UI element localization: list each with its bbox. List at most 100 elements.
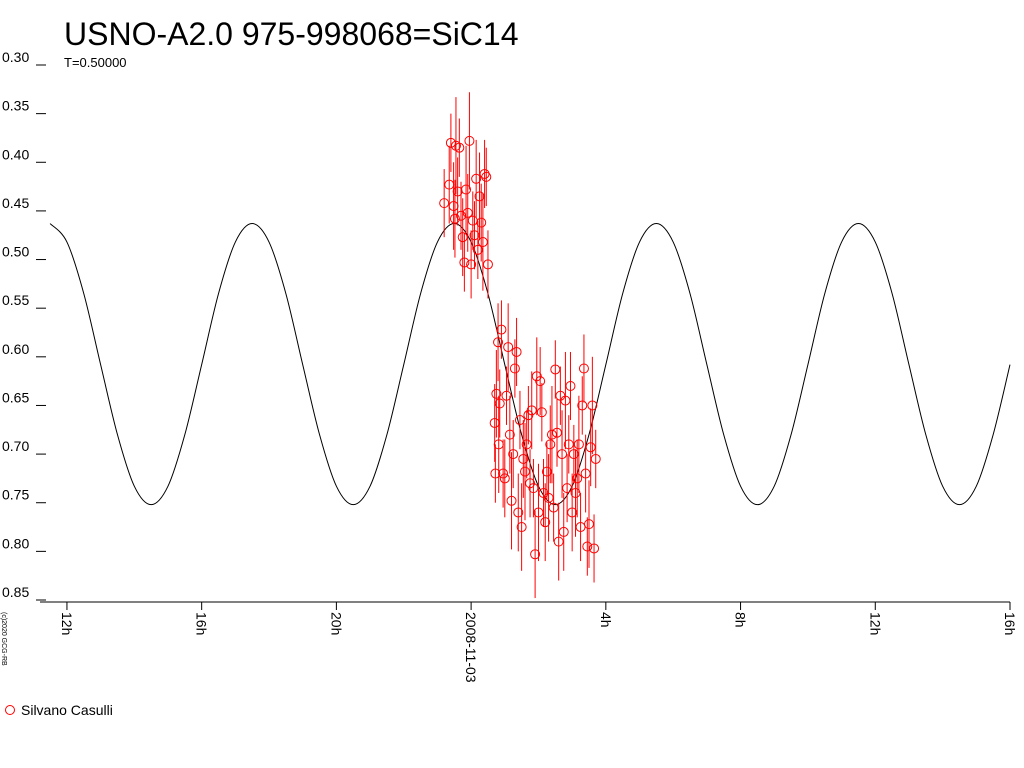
data-point [570,488,581,498]
data-point [493,337,504,348]
y-tick-label: 0.40 [2,146,29,162]
chart-subtitle: T=0.50000 [64,55,127,70]
data-point [466,259,477,270]
data-point [479,168,490,179]
y-tick-label: 0.85 [2,584,29,600]
data-point [464,135,475,146]
x-tick-label: 2008-11-03 [463,612,479,683]
data-point [583,519,594,530]
data-point [590,453,601,464]
data-point [526,405,537,416]
data-point [550,364,561,375]
data-point [448,201,459,212]
y-tick-label: 0.35 [2,98,29,114]
data-point [439,198,450,209]
data-point [518,453,529,464]
data-point [521,439,532,450]
credit: (c)2020 GCG-RB [0,612,7,666]
data-point [573,439,584,450]
data-point [481,171,492,182]
data-point [471,173,482,184]
data-point [560,395,571,406]
data-point [553,536,564,547]
data-point [506,495,517,506]
y-tick-label: 0.65 [2,389,29,405]
data-point [499,473,510,484]
data-point [498,468,509,479]
data-point [565,381,576,391]
legend-marker [5,705,15,715]
data-point [563,439,574,450]
data-point [457,232,468,243]
data-point [445,137,456,148]
data-point [469,230,480,241]
data-point [462,207,473,218]
data-point [508,449,519,460]
x-tick-label: 12h [59,612,75,635]
chart-title: USNO-A2.0 975-998068=SiC14 [64,16,519,52]
x-tick-label: 16h [1002,612,1018,635]
data-point [514,415,525,426]
data-point [587,400,598,411]
y-tick-label: 0.55 [2,292,29,308]
data-point [509,363,520,374]
data-point [558,526,569,537]
data-point [493,439,504,450]
y-tick-label: 0.50 [2,244,29,260]
data-point [503,342,514,353]
legend-label: Silvano Casulli [21,702,113,718]
data-point [577,400,588,411]
data-point [580,468,591,479]
data-point [511,346,522,357]
data-point [562,483,573,494]
data-point [530,549,541,560]
y-tick-label: 0.60 [2,341,29,357]
data-point [501,390,512,401]
data-point [477,237,488,248]
data-point [482,259,493,270]
y-tick-label: 0.30 [2,49,29,65]
data-point [491,388,502,399]
data-point [474,191,485,202]
data-point [516,522,527,533]
data-point [513,507,524,518]
data-point [548,502,559,513]
data-point [535,376,546,387]
data-point [461,184,472,195]
data-point [489,417,500,428]
data-point [520,466,530,477]
data-point [567,507,578,518]
data-point [557,449,568,460]
y-tick-label: 0.70 [2,438,29,454]
data-point [528,483,539,494]
y-tick-label: 0.45 [2,195,29,211]
data-point [444,179,455,190]
data-point [585,442,596,453]
data-point [459,257,470,268]
data-point [546,429,557,440]
x-tick-label: 20h [328,612,344,635]
data-point [568,449,579,460]
model-curve [49,223,1011,506]
data-point [541,466,552,477]
data-point [496,324,507,335]
data-point [476,217,487,228]
x-tick-label: 12h [867,612,883,635]
data-point [494,398,505,409]
x-tick-label: 8h [733,612,749,628]
data-point [454,142,465,153]
data-point [572,473,583,484]
x-tick-label: 16h [194,612,210,635]
data-point [449,213,460,224]
data-point [456,210,467,221]
data-point [551,427,562,438]
data-point [540,517,551,528]
data-point [490,468,501,479]
data-point [543,492,554,503]
y-tick-label: 0.80 [2,535,29,551]
data-point [578,363,589,374]
y-tick-label: 0.75 [2,487,29,503]
x-tick-label: 4h [598,612,614,628]
data-point [472,244,483,255]
